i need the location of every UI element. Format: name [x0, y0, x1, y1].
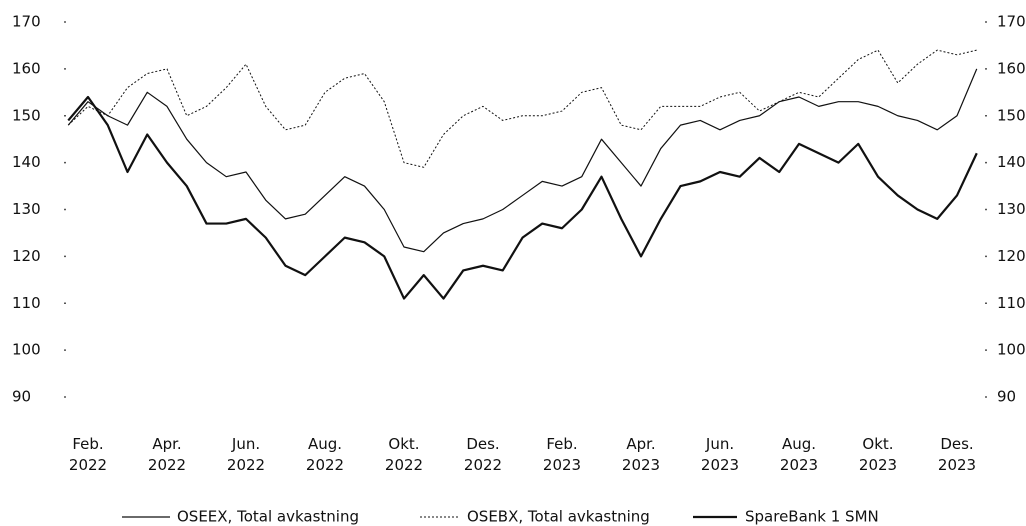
y-tick-label: 170: [12, 13, 41, 31]
x-tick-label: Feb. 2023: [542, 435, 582, 474]
legend-label: OSEEX, Total avkastning: [177, 508, 359, 526]
series-line: [67, 95, 978, 300]
x-tick-label: Apr. 2022: [147, 435, 187, 474]
y-tick-label: 160: [12, 59, 41, 77]
y2-tick-label: 120: [997, 247, 1026, 265]
y-tick-label: 100: [12, 341, 41, 359]
y2-tick-label: 100: [997, 341, 1026, 359]
y2-tick-label: 130: [997, 200, 1026, 218]
x-tick-label: Okt. 2022: [384, 435, 424, 474]
y-tick-label: 140: [12, 153, 41, 171]
x-tick-label: Apr. 2023: [621, 435, 661, 474]
series-line: [67, 49, 977, 168]
x-tick-label: Feb. 2022: [68, 435, 108, 474]
x-tick-label: Aug. 2023: [779, 435, 819, 474]
x-tick-label: Des. 2022: [463, 435, 503, 474]
x-tick-label: Okt. 2023: [858, 435, 898, 474]
y2-tick-label: 170: [997, 13, 1026, 31]
y-tick-label: 110: [12, 294, 41, 312]
y2-tick-label: 140: [997, 153, 1026, 171]
y2-tick-label: 90: [997, 388, 1016, 406]
y2-tick-label: 150: [997, 106, 1026, 124]
y-tick-label: 90: [12, 388, 31, 406]
x-tick-label: Jun. 2022: [226, 435, 266, 474]
x-tick-label: Jun. 2023: [700, 435, 740, 474]
y2-tick-label: 160: [997, 59, 1026, 77]
y2-tick-label: 110: [997, 294, 1026, 312]
y-tick-label: 150: [12, 106, 41, 124]
y-tick-label: 130: [12, 200, 41, 218]
legend-label: SpareBank 1 SMN: [745, 508, 879, 526]
legend-label: OSEBX, Total avkastning: [467, 508, 650, 526]
x-tick-label: Des. 2023: [937, 435, 977, 474]
series-line: [67, 68, 978, 253]
x-tick-label: Aug. 2022: [305, 435, 345, 474]
y-tick-label: 120: [12, 247, 41, 265]
